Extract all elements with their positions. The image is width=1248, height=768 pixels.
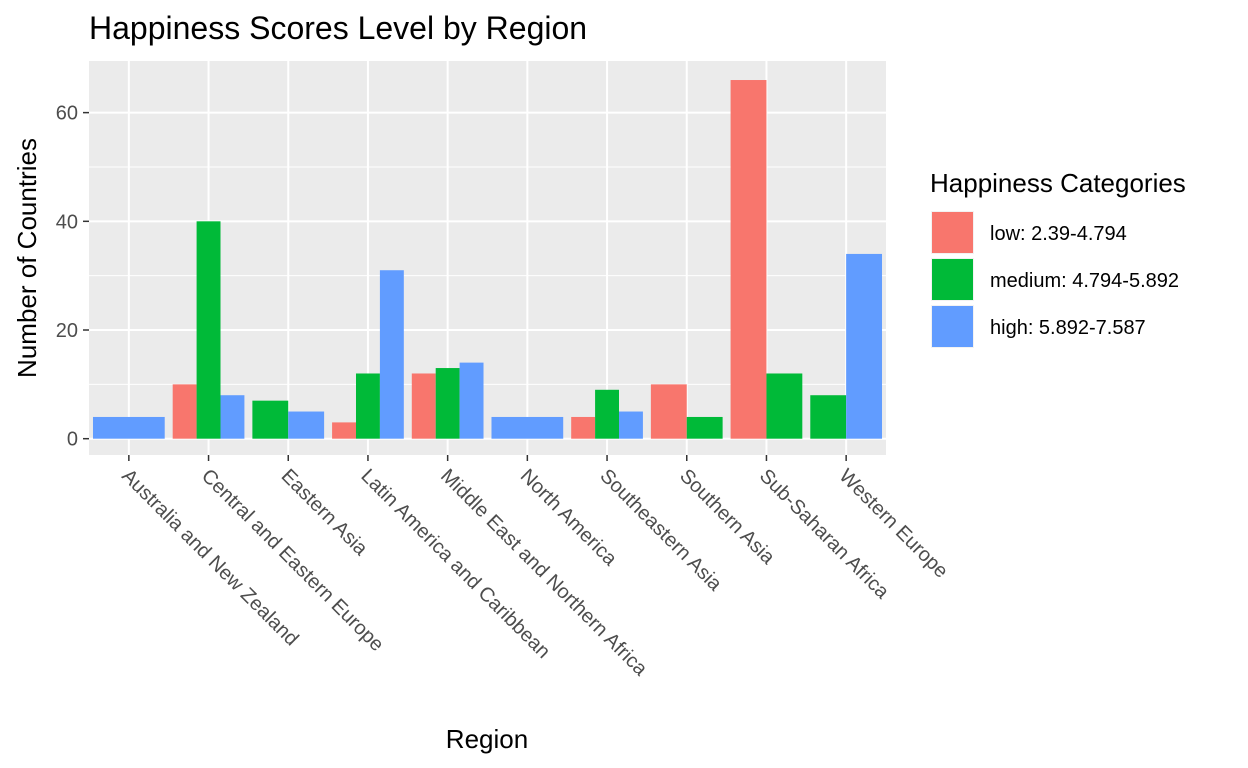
bar xyxy=(595,389,620,439)
y-axis: 0 20 40 60 xyxy=(56,103,89,451)
x-axis-title: Region xyxy=(446,724,528,754)
bar xyxy=(619,411,643,439)
y-tick-label: 0 xyxy=(67,429,78,451)
bar xyxy=(172,384,197,439)
y-tick-label: 60 xyxy=(56,103,78,125)
legend-swatch xyxy=(932,306,973,347)
x-tick-label: Sub-Saharan Africa xyxy=(755,465,894,604)
chart-title: Happiness Scores Level by Region xyxy=(89,10,587,46)
legend-swatch xyxy=(932,259,973,300)
bar xyxy=(686,416,723,439)
bar xyxy=(220,395,245,439)
bar xyxy=(252,400,289,439)
bar xyxy=(92,416,165,439)
bar xyxy=(411,373,436,439)
bar xyxy=(846,253,883,439)
bars xyxy=(92,80,883,439)
y-tick-label: 40 xyxy=(56,211,78,233)
bar xyxy=(355,373,380,439)
legend: Happiness Categories low: 2.39-4.794 medi… xyxy=(930,168,1186,348)
bar xyxy=(650,384,687,439)
legend-entry: high: 5.892-7.587 xyxy=(990,317,1146,339)
legend-title: Happiness Categories xyxy=(930,168,1186,198)
y-tick-label: 20 xyxy=(56,320,78,342)
bar xyxy=(491,416,564,439)
bar xyxy=(766,373,803,439)
legend-entry: medium: 4.794-5.892 xyxy=(990,270,1179,292)
bar xyxy=(379,270,404,439)
bar xyxy=(196,221,221,439)
legend-swatch xyxy=(932,212,973,253)
bar xyxy=(810,395,847,439)
bar xyxy=(459,362,484,439)
legend-entry: low: 2.39-4.794 xyxy=(990,223,1127,245)
bar xyxy=(730,80,767,439)
bar xyxy=(288,411,325,439)
bar xyxy=(435,368,460,439)
y-axis-title: Number of Countries xyxy=(12,138,42,378)
bar xyxy=(332,422,356,439)
bar xyxy=(571,416,596,439)
